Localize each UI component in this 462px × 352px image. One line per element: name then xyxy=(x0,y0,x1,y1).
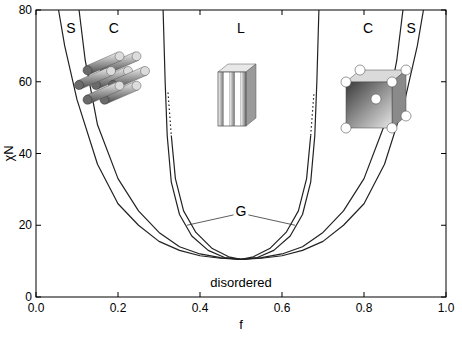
sphere xyxy=(371,94,381,104)
sphere xyxy=(387,123,397,133)
cylinder-face xyxy=(75,81,84,90)
x-tick-label: 0.4 xyxy=(192,301,209,315)
y-tick-label: 80 xyxy=(19,3,33,17)
x-tick xyxy=(364,292,365,297)
lamella-stripe xyxy=(235,72,241,126)
x-tick xyxy=(282,292,283,297)
phase-label: S xyxy=(406,20,415,36)
phase-label: C xyxy=(363,20,373,36)
y-tick xyxy=(36,81,41,82)
phase-label: G xyxy=(236,203,247,219)
y-axis-title: χN xyxy=(1,145,16,161)
y-tick-label: 60 xyxy=(19,75,33,89)
cylinder-end xyxy=(132,81,141,90)
x-tick-label: 0.2 xyxy=(110,301,127,315)
x-axis-title: f xyxy=(239,317,243,332)
y-tick-right xyxy=(441,297,446,298)
leader-line xyxy=(187,215,234,225)
cylinder-end xyxy=(107,67,116,76)
sphere xyxy=(387,77,397,87)
x-tick xyxy=(446,292,447,297)
y-tick xyxy=(36,297,41,298)
x-tick-label: 0.6 xyxy=(274,301,291,315)
chart: 0.00.20.40.60.81.0020406080fχNSCLCSGdiso… xyxy=(0,0,462,352)
x-tick-top xyxy=(282,10,283,15)
y-tick-right xyxy=(441,10,446,11)
y-tick-right xyxy=(441,225,446,226)
x-tick-label: 0.8 xyxy=(356,301,373,315)
x-tick-label: 1.0 xyxy=(438,301,455,315)
phase-boundary xyxy=(79,10,403,259)
y-tick xyxy=(36,10,41,11)
x-tick-top xyxy=(36,10,37,15)
phase-label: L xyxy=(237,20,245,36)
y-tick-right xyxy=(441,81,446,82)
cube-front xyxy=(346,82,392,128)
y-tick-right xyxy=(441,153,446,154)
sphere xyxy=(401,111,411,121)
phase-boundary xyxy=(168,93,171,136)
sphere xyxy=(401,65,411,75)
sphere xyxy=(355,65,365,75)
series-group xyxy=(59,10,424,259)
phase-label: C xyxy=(109,20,119,36)
lamella-frame xyxy=(218,72,246,126)
lamella-stripe xyxy=(229,72,235,126)
x-tick-top xyxy=(364,10,365,15)
x-tick xyxy=(200,292,201,297)
x-tick-top xyxy=(446,10,447,15)
x-tick xyxy=(36,292,37,297)
cylinder-end xyxy=(115,52,124,61)
lamella-stripe xyxy=(224,72,230,126)
morphology-insets xyxy=(75,52,412,133)
sphere xyxy=(341,77,351,87)
y-tick-label: 0 xyxy=(25,290,32,304)
lamella-side xyxy=(246,64,256,126)
lamella-stripe xyxy=(240,72,246,126)
x-tick-top xyxy=(200,10,201,15)
phase-label: S xyxy=(66,20,75,36)
cylinder-face xyxy=(83,95,92,104)
y-tick-label: 40 xyxy=(19,147,33,161)
plot-frame xyxy=(36,10,446,297)
y-tick-label: 20 xyxy=(19,218,33,232)
phase-label: disordered xyxy=(210,275,271,290)
x-tick xyxy=(118,292,119,297)
y-tick xyxy=(36,225,41,226)
x-tick-top xyxy=(118,10,119,15)
phase-boundary xyxy=(163,10,319,259)
sphere xyxy=(341,123,351,133)
cylinder-face xyxy=(83,66,92,75)
lamella-stripe xyxy=(218,72,224,126)
cylinder-end xyxy=(115,81,124,90)
y-tick xyxy=(36,153,41,154)
cylinder-end xyxy=(132,52,141,61)
leader-line xyxy=(248,215,295,225)
cylinder-end xyxy=(141,67,150,76)
phase-boundary xyxy=(59,10,424,259)
phase-boundary xyxy=(171,136,310,260)
phase-boundary xyxy=(311,93,314,136)
